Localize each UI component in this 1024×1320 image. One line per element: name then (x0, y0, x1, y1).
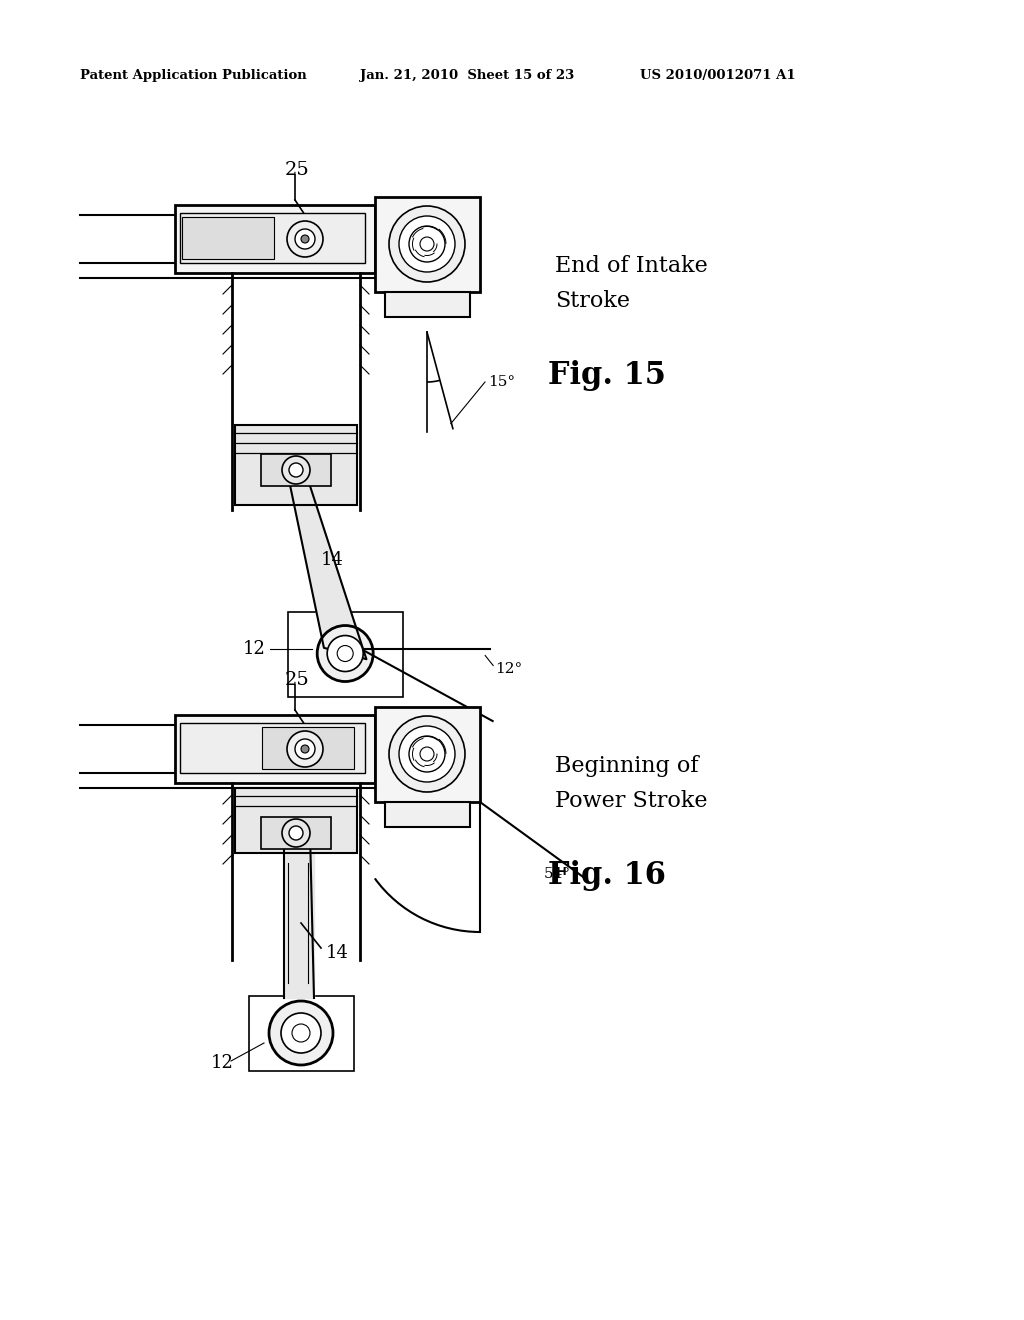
Circle shape (289, 826, 303, 840)
Text: Fig. 16: Fig. 16 (548, 861, 666, 891)
Bar (180, 213, 365, 263)
Text: 25: 25 (285, 671, 309, 689)
Circle shape (282, 818, 310, 847)
Text: Beginning of: Beginning of (555, 755, 698, 777)
Bar (375, 197, 480, 292)
Circle shape (287, 220, 323, 257)
Text: 15°: 15° (488, 375, 515, 389)
Circle shape (269, 1001, 333, 1065)
Polygon shape (284, 833, 314, 998)
Circle shape (289, 463, 303, 477)
Circle shape (328, 635, 364, 672)
Bar (385, 292, 470, 317)
Circle shape (282, 455, 310, 484)
Text: Patent Application Publication: Patent Application Publication (80, 69, 307, 82)
Bar (288, 611, 403, 697)
Bar (180, 723, 365, 774)
Text: 12: 12 (243, 639, 265, 657)
Polygon shape (287, 467, 367, 659)
Circle shape (287, 731, 323, 767)
Bar (182, 216, 274, 259)
Bar (262, 727, 354, 770)
Bar (175, 205, 375, 273)
Circle shape (420, 747, 434, 762)
Text: Fig. 15: Fig. 15 (548, 360, 666, 391)
Bar (234, 788, 357, 853)
Circle shape (301, 744, 309, 752)
Text: 54°: 54° (544, 866, 571, 880)
Text: 25: 25 (285, 161, 309, 180)
Circle shape (389, 206, 465, 282)
Text: 14: 14 (326, 944, 349, 962)
Circle shape (337, 645, 353, 661)
Text: Power Stroke: Power Stroke (555, 789, 708, 812)
Circle shape (399, 216, 455, 272)
Circle shape (292, 1024, 310, 1041)
Circle shape (295, 228, 315, 249)
Circle shape (399, 726, 455, 781)
Circle shape (281, 1012, 321, 1053)
Circle shape (295, 739, 315, 759)
Circle shape (389, 715, 465, 792)
Circle shape (409, 737, 445, 772)
Text: 12°: 12° (496, 661, 522, 676)
Bar (375, 708, 480, 803)
Bar (249, 997, 354, 1071)
Text: End of Intake: End of Intake (555, 255, 708, 277)
Bar (385, 803, 470, 828)
Bar (261, 454, 331, 486)
Text: US 2010/0012071 A1: US 2010/0012071 A1 (640, 69, 796, 82)
Bar (234, 425, 357, 506)
Circle shape (420, 238, 434, 251)
Bar (175, 715, 375, 783)
Circle shape (317, 626, 373, 681)
Text: 12: 12 (211, 1053, 233, 1072)
Circle shape (301, 235, 309, 243)
Text: Jan. 21, 2010  Sheet 15 of 23: Jan. 21, 2010 Sheet 15 of 23 (360, 69, 574, 82)
Text: 14: 14 (321, 550, 344, 569)
Text: Stroke: Stroke (555, 290, 630, 312)
Circle shape (409, 226, 445, 261)
Bar (261, 817, 331, 849)
